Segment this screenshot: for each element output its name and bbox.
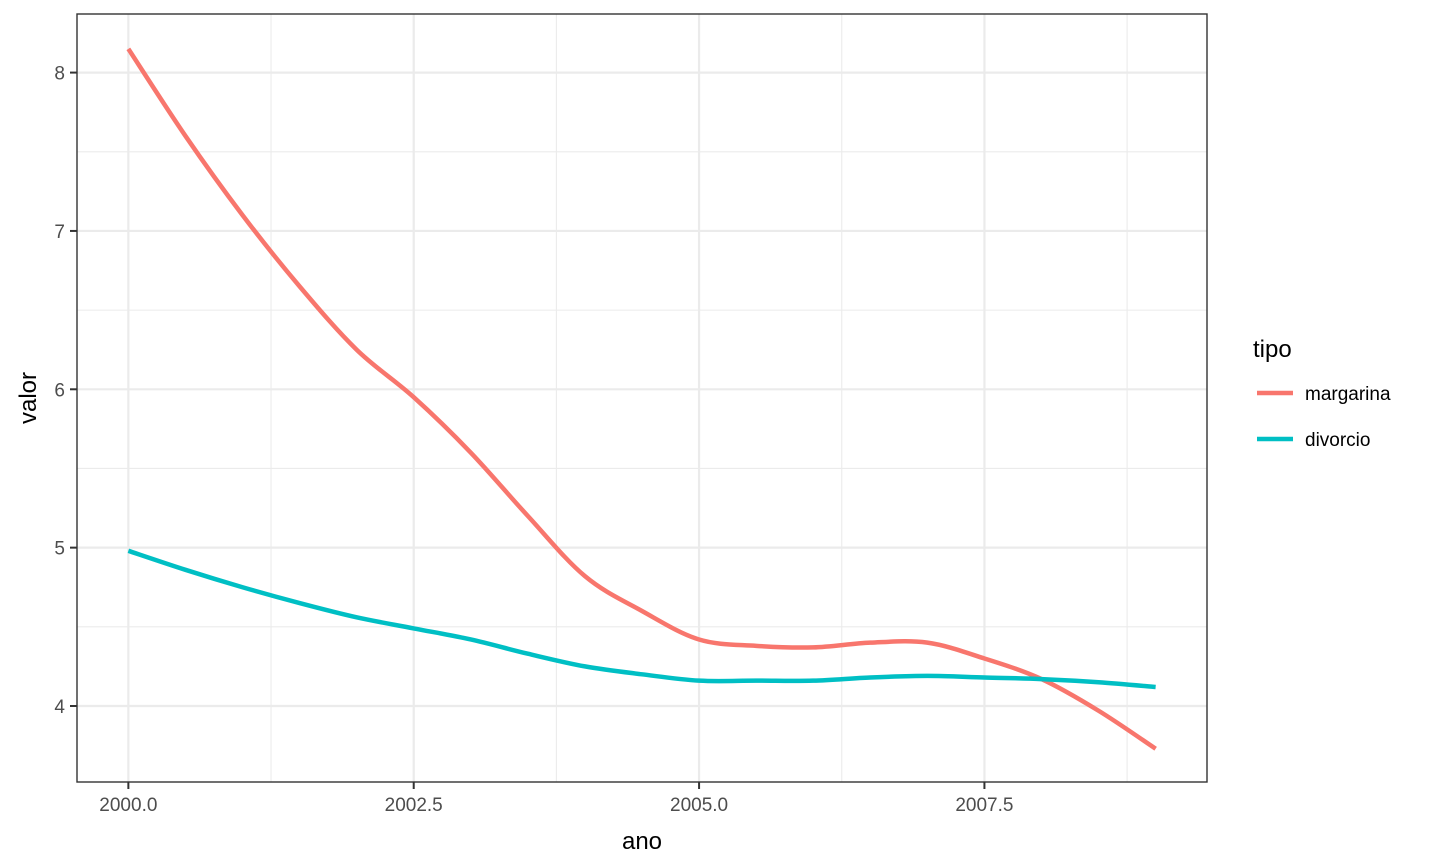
- y-axis-title: valor: [15, 372, 42, 424]
- legend-label-margarina: margarina: [1305, 384, 1391, 405]
- legend-label-divorcio: divorcio: [1305, 430, 1370, 451]
- series-line-margarina: [126, 47, 1157, 751]
- grid: [77, 14, 1207, 782]
- series-lines: [126, 47, 1157, 751]
- y-tick-label: 6: [54, 380, 65, 401]
- legend: tipo margarina divorcio: [1253, 336, 1391, 451]
- x-tick-label: 2005.0: [670, 795, 728, 816]
- legend-title: tipo: [1253, 336, 1292, 363]
- axes: 2000.0 2002.5 2005.0 2007.5 4 5 6 7 8: [54, 64, 1013, 816]
- y-tick-label: 4: [54, 697, 65, 718]
- x-axis-title: ano: [622, 828, 662, 855]
- x-tick-label: 2007.5: [955, 795, 1013, 816]
- panel-border: [76, 13, 1208, 783]
- y-tick-label: 8: [54, 64, 65, 85]
- y-tick-label: 7: [54, 222, 65, 243]
- x-tick-label: 2000.0: [99, 795, 157, 816]
- y-tick-label: 5: [54, 539, 65, 560]
- x-tick-label: 2002.5: [385, 795, 443, 816]
- series-line-divorcio: [127, 548, 1156, 690]
